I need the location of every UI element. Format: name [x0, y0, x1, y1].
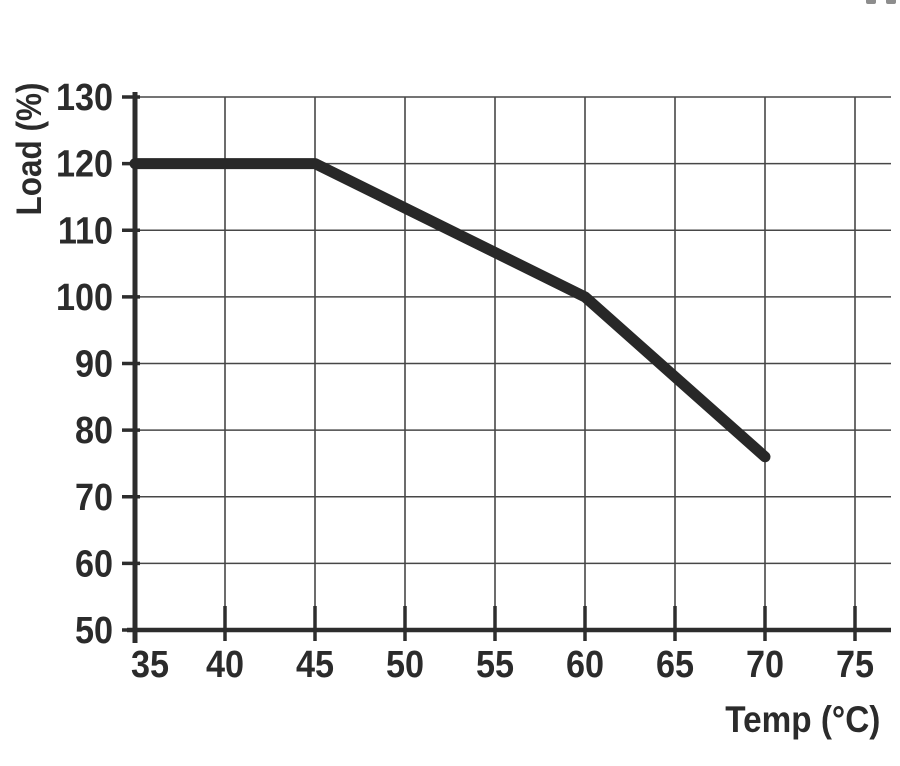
x-tick-label: 65	[656, 642, 694, 685]
y-tick-label: 70	[75, 475, 113, 518]
y-tick-label: 130	[56, 75, 113, 118]
y-tick-label: 110	[58, 209, 113, 252]
x-tick-label: 40	[206, 642, 244, 685]
x-tick-label: 60	[566, 642, 604, 685]
cropped-text-artifact	[866, 0, 876, 4]
x-tick-label: 50	[386, 642, 424, 685]
y-tick-label: 120	[56, 142, 113, 185]
load-derating-curve	[129, 158, 771, 463]
y-tick-label: 50	[75, 608, 113, 651]
y-tick-label: 60	[75, 542, 113, 585]
y-tick-label: 90	[75, 342, 113, 385]
x-tick-label: 55	[476, 642, 514, 685]
y-tick-label: 80	[75, 408, 113, 451]
x-tick-label: 45	[296, 642, 334, 685]
y-tick-label: 100	[56, 275, 113, 318]
x-axis-title: Temp (°C)	[724, 699, 880, 740]
cropped-text-artifact	[886, 0, 896, 4]
x-tick-label: 75	[836, 642, 874, 685]
x-tick-label: 70	[746, 642, 784, 685]
y-axis-title: Load (%)	[10, 82, 49, 216]
x-tick-label: 35	[131, 642, 169, 685]
